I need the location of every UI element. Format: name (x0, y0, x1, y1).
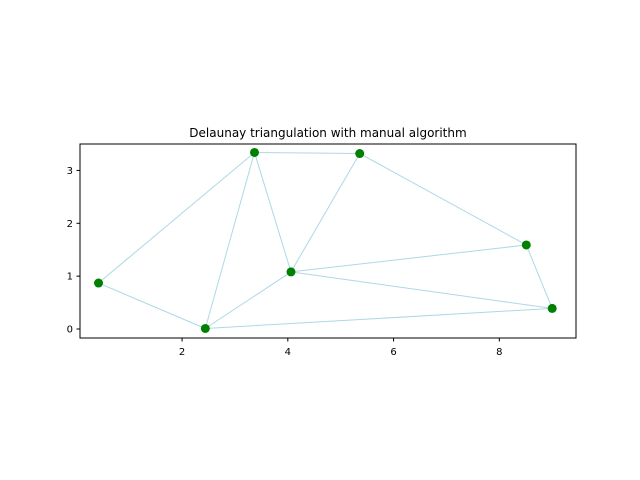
x-tick-label: 4 (285, 347, 291, 358)
data-point-4 (286, 267, 296, 277)
data-point-2 (249, 147, 259, 157)
triangulation-edge-1 (98, 152, 255, 284)
x-axis: 2 4 6 8 (179, 338, 503, 358)
triangulation-edge-0 (98, 282, 206, 329)
y-tick-label: 0 (67, 325, 73, 336)
edges-layer (98, 151, 553, 329)
data-point-6 (547, 303, 557, 313)
data-point-1 (200, 323, 210, 333)
triangulation-edge-8 (359, 153, 527, 246)
y-tick-label: 1 (67, 272, 73, 283)
triangulation-edge-3 (205, 271, 292, 329)
triangulation-edge-9 (290, 244, 527, 273)
data-point-0 (94, 278, 104, 288)
x-tick-label: 8 (496, 347, 502, 358)
data-point-5 (521, 240, 531, 250)
y-tick-label: 3 (67, 166, 73, 177)
chart-title: Delaunay triangulation with manual algor… (189, 126, 466, 140)
points-layer (94, 147, 557, 333)
triangulation-edge-2 (204, 152, 255, 329)
triangulation-edge-11 (525, 244, 553, 309)
x-tick-label: 6 (390, 347, 396, 358)
triangulation-edge-6 (254, 152, 292, 273)
y-tick-label: 2 (67, 219, 73, 230)
triangulation-edge-5 (254, 151, 360, 155)
triangulation-edge-4 (205, 307, 553, 329)
data-point-3 (355, 149, 365, 159)
triangulation-edge-10 (290, 271, 553, 309)
plot-frame (79, 143, 577, 339)
triangulation-edge-7 (290, 153, 361, 273)
y-axis: 0 1 2 3 (67, 166, 80, 336)
x-tick-label: 2 (179, 347, 185, 358)
